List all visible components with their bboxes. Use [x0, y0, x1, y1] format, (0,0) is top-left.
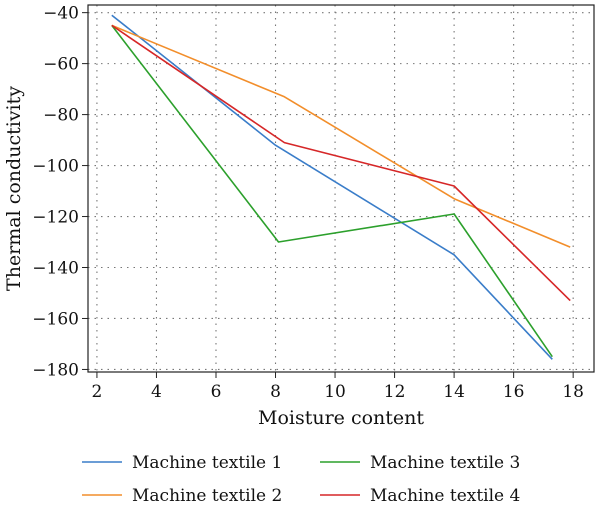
series-group — [111, 14, 571, 360]
x-tick-label: 16 — [503, 382, 525, 402]
y-tick-label: −100 — [32, 157, 79, 177]
plot-frame — [87, 4, 595, 373]
x-tick-label: 2 — [92, 382, 103, 402]
x-tick-label: 18 — [562, 382, 584, 402]
legend-label-4: Machine textile 4 — [370, 486, 520, 506]
y-tick-label: −180 — [32, 360, 79, 380]
axis-ticks: 2 4 6 8 10 12 14 16 18 −40 −60 −80 −100 −120 −140 −160 −… — [32, 4, 584, 402]
y-tick-label: −60 — [43, 55, 79, 75]
grid — [88, 5, 594, 372]
y-tick-label: −80 — [43, 106, 79, 126]
x-tick-label: 6 — [211, 382, 222, 402]
x-tick-label: 4 — [151, 382, 162, 402]
y-tick-label: −120 — [32, 208, 79, 228]
y-tick-label: −160 — [32, 309, 79, 329]
y-tick-label: −40 — [43, 4, 79, 24]
series-line-1 — [111, 14, 553, 360]
x-tick-label: 14 — [443, 382, 465, 402]
y-tick-label: −140 — [32, 259, 79, 279]
x-tick-label: 10 — [324, 382, 346, 402]
legend-label-1: Machine textile 1 — [132, 453, 282, 473]
legend-label-2: Machine textile 2 — [132, 486, 282, 506]
legend-label-3: Machine textile 3 — [370, 453, 520, 473]
y-axis-label: Thermal conductivity — [3, 86, 25, 291]
x-tick-label: 8 — [270, 382, 281, 402]
x-axis-label: Moisture content — [258, 407, 424, 429]
series-line-2 — [111, 24, 571, 248]
legend: Machine textile 1 Machine textile 3 Machin… — [82, 453, 520, 506]
series-line-4 — [111, 24, 571, 302]
x-tick-label: 12 — [384, 382, 406, 402]
series-line-3 — [111, 24, 553, 358]
